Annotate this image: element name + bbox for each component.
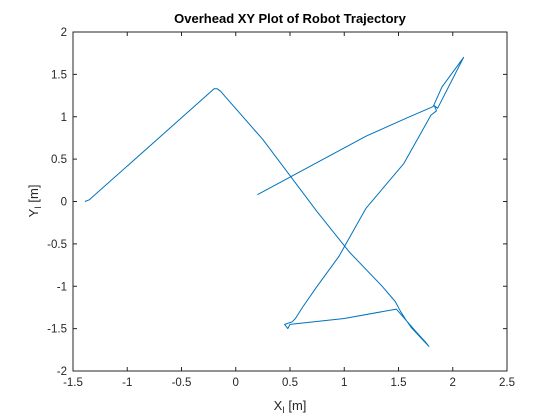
y-axis-label: YI [m]	[26, 185, 43, 218]
y-axis-label-unit: [m]	[26, 185, 41, 207]
y-tick-label: 0.5	[51, 154, 67, 166]
x-tick-label: 2.5	[499, 377, 515, 389]
y-tick-label: -2	[57, 366, 67, 378]
x-axis-label-unit: [m]	[285, 398, 307, 413]
x-axis-label-main: X	[274, 398, 283, 413]
y-tick-label: 1	[61, 112, 67, 124]
chart-title: Overhead XY Plot of Robot Trajectory	[174, 11, 406, 26]
y-tick-label: -1	[57, 281, 67, 293]
y-tick-label: -1.5	[47, 324, 67, 336]
x-tick-label: 1	[341, 377, 347, 389]
x-tick-label: -1.5	[63, 377, 83, 389]
y-tick-label: 2	[61, 27, 67, 39]
x-tick-label: 1.5	[391, 377, 407, 389]
y-tick-label: -0.5	[47, 239, 67, 251]
x-tick-label: 2	[450, 377, 456, 389]
x-tick-label: -0.5	[172, 377, 192, 389]
y-axis-label-main: Y	[26, 208, 41, 217]
y-tick-label: 0	[61, 197, 67, 209]
x-tick-label: 0.5	[282, 377, 298, 389]
x-tick-label: -1	[122, 377, 132, 389]
x-axis-label: XI [m]	[274, 398, 307, 415]
y-tick-label: 1.5	[51, 69, 67, 81]
plot-area	[73, 32, 507, 371]
x-tick-label: 0	[233, 377, 239, 389]
